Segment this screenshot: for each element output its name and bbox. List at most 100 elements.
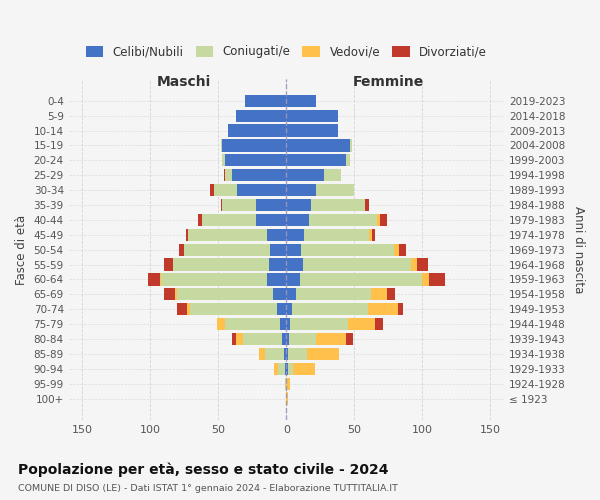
Bar: [286, 169, 325, 181]
Bar: [185, 228, 188, 241]
Bar: [286, 288, 296, 300]
Bar: [286, 140, 350, 151]
Bar: [214, 184, 238, 196]
Bar: [286, 303, 292, 316]
Bar: [347, 318, 375, 330]
Bar: [274, 362, 278, 375]
Bar: [273, 288, 286, 300]
Bar: [265, 348, 284, 360]
Bar: [307, 348, 340, 360]
Bar: [286, 199, 311, 211]
Bar: [300, 274, 422, 285]
Bar: [217, 318, 225, 330]
Bar: [221, 140, 223, 151]
Bar: [293, 362, 315, 375]
Text: Popolazione per età, sesso e stato civile - 2024: Popolazione per età, sesso e stato civil…: [18, 462, 389, 477]
Bar: [270, 244, 286, 256]
Bar: [178, 303, 187, 316]
Bar: [375, 318, 383, 330]
Bar: [286, 392, 287, 404]
Bar: [238, 184, 286, 196]
Bar: [256, 214, 286, 226]
Bar: [286, 214, 310, 226]
Bar: [202, 214, 256, 226]
Bar: [188, 228, 267, 241]
Bar: [302, 258, 412, 270]
Bar: [286, 94, 316, 107]
Bar: [190, 303, 277, 316]
Bar: [245, 94, 286, 107]
Bar: [277, 303, 286, 316]
Bar: [285, 362, 286, 375]
Bar: [296, 288, 371, 300]
Bar: [304, 228, 369, 241]
Text: Femmine: Femmine: [353, 75, 424, 89]
Bar: [223, 154, 225, 166]
Bar: [243, 333, 282, 345]
Bar: [398, 303, 403, 316]
Bar: [178, 288, 273, 300]
Bar: [225, 318, 280, 330]
Bar: [286, 378, 290, 390]
Bar: [286, 154, 346, 166]
Bar: [311, 199, 365, 211]
Bar: [161, 274, 267, 285]
Bar: [286, 274, 300, 285]
Bar: [259, 348, 265, 360]
Bar: [310, 214, 377, 226]
Bar: [148, 274, 160, 285]
Bar: [221, 199, 223, 211]
Text: COMUNE DI DISO (LE) - Dati ISTAT 1° gennaio 2024 - Elaborazione TUTTITALIA.IT: COMUNE DI DISO (LE) - Dati ISTAT 1° genn…: [18, 484, 398, 493]
Bar: [173, 258, 269, 270]
Bar: [350, 140, 352, 151]
Bar: [232, 169, 286, 181]
Bar: [224, 169, 225, 181]
Bar: [368, 303, 398, 316]
Bar: [286, 362, 287, 375]
Y-axis label: Fasce di età: Fasce di età: [15, 214, 28, 284]
Bar: [380, 214, 387, 226]
Bar: [286, 348, 287, 360]
Bar: [286, 333, 289, 345]
Bar: [223, 140, 286, 151]
Bar: [232, 333, 236, 345]
Bar: [292, 303, 368, 316]
Bar: [164, 288, 175, 300]
Bar: [175, 288, 178, 300]
Bar: [225, 154, 286, 166]
Bar: [372, 228, 375, 241]
Bar: [179, 244, 184, 256]
Bar: [286, 110, 338, 122]
Y-axis label: Anni di nascita: Anni di nascita: [572, 206, 585, 294]
Bar: [371, 288, 387, 300]
Bar: [289, 333, 316, 345]
Bar: [269, 258, 286, 270]
Bar: [164, 258, 173, 270]
Bar: [282, 333, 286, 345]
Bar: [412, 258, 417, 270]
Bar: [284, 348, 286, 360]
Bar: [290, 318, 347, 330]
Bar: [287, 348, 307, 360]
Bar: [286, 228, 304, 241]
Bar: [187, 303, 190, 316]
Bar: [160, 274, 161, 285]
Bar: [346, 333, 353, 345]
Bar: [286, 124, 338, 136]
Bar: [365, 199, 369, 211]
Bar: [278, 362, 285, 375]
Bar: [287, 362, 293, 375]
Bar: [225, 169, 232, 181]
Bar: [387, 288, 395, 300]
Bar: [346, 154, 350, 166]
Bar: [256, 199, 286, 211]
Bar: [399, 244, 406, 256]
Bar: [285, 378, 286, 390]
Bar: [236, 110, 286, 122]
Bar: [325, 169, 341, 181]
Bar: [210, 184, 214, 196]
Legend: Celibi/Nubili, Coniugati/e, Vedovi/e, Divorziati/e: Celibi/Nubili, Coniugati/e, Vedovi/e, Di…: [81, 40, 492, 63]
Text: Maschi: Maschi: [157, 75, 211, 89]
Bar: [316, 333, 346, 345]
Bar: [286, 318, 290, 330]
